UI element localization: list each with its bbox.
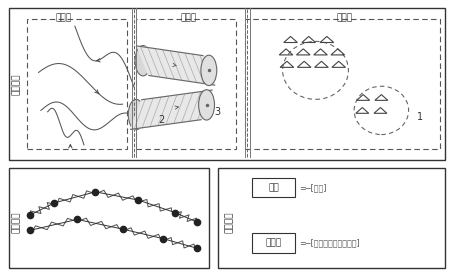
Bar [9,168,209,268]
Bar [252,233,295,253]
Ellipse shape [128,99,144,130]
Polygon shape [131,90,212,129]
Text: 接插件: 接插件 [266,238,281,247]
Text: 面片层: 面片层 [337,14,353,22]
Text: 1: 1 [417,112,423,122]
Bar [245,19,440,149]
Ellipse shape [199,90,215,120]
Text: 3: 3 [214,107,220,117]
Bar [27,19,127,149]
Text: 显示属性: 显示属性 [11,73,20,95]
Text: =─[材质]: =─[材质] [300,183,327,192]
Text: 2: 2 [158,115,164,125]
Text: 截面层: 截面层 [180,14,197,22]
Bar [9,8,445,160]
Text: =─[编号，型号，外形等]: =─[编号，型号，外形等] [300,238,360,247]
Polygon shape [137,46,215,85]
Ellipse shape [201,55,217,86]
Text: 力学属性: 力学属性 [11,211,20,233]
Bar [136,19,236,149]
Text: 管理属性: 管理属性 [225,211,234,233]
Ellipse shape [135,46,151,76]
Text: 电缆: 电缆 [268,183,279,192]
Bar [218,168,445,268]
Bar [252,178,295,197]
Text: 分支层: 分支层 [55,14,72,22]
